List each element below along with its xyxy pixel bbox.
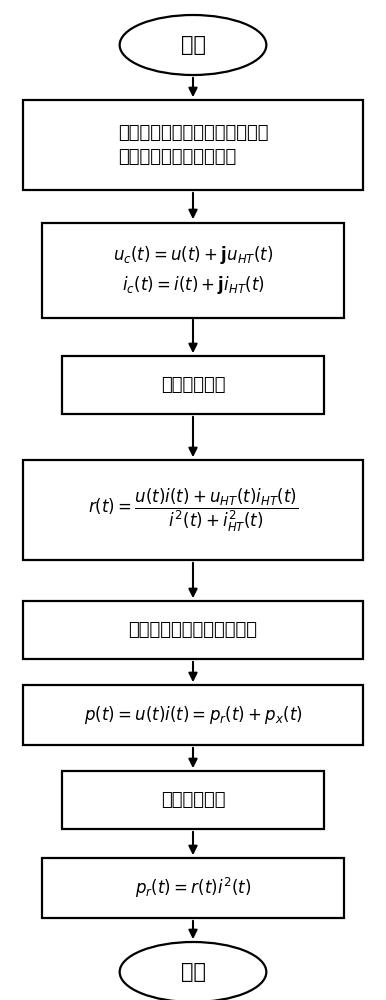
FancyBboxPatch shape: [62, 771, 324, 829]
FancyBboxPatch shape: [23, 460, 363, 560]
Text: $r(t)=\dfrac{u(t)i(t)+u_{HT}(t)i_{HT}(t)}{i^2(t)+i_{HT}^2(t)}$: $r(t)=\dfrac{u(t)i(t)+u_{HT}(t)i_{HT}(t)…: [88, 486, 298, 534]
Text: 开始: 开始: [181, 35, 205, 55]
FancyBboxPatch shape: [42, 858, 344, 918]
Text: $u_c(t)=u(t)+\mathbf{j}u_{HT}(t)$
$i_c(t)=i(t)+\mathbf{j}i_{HT}(t)$: $u_c(t)=u(t)+\mathbf{j}u_{HT}(t)$ $i_c(t…: [113, 244, 273, 296]
Text: 计算瞬时电阻: 计算瞬时电阻: [161, 376, 225, 394]
Text: 测量电压、电流信号，定义与电
压、电流相关的解析信号: 测量电压、电流信号，定义与电 压、电流相关的解析信号: [118, 124, 268, 166]
Text: 结束: 结束: [181, 962, 205, 982]
FancyBboxPatch shape: [62, 356, 324, 414]
Text: $p_r(t)=r(t)i^2(t)$: $p_r(t)=r(t)i^2(t)$: [135, 876, 251, 900]
Text: 提取振荡功率: 提取振荡功率: [161, 791, 225, 809]
FancyBboxPatch shape: [23, 601, 363, 659]
FancyBboxPatch shape: [23, 685, 363, 745]
Ellipse shape: [120, 15, 266, 75]
Text: $p(t)=u(t)i(t)=p_r(t)+p_x(t)$: $p(t)=u(t)i(t)=p_r(t)+p_x(t)$: [84, 704, 302, 726]
FancyBboxPatch shape: [42, 223, 344, 318]
Ellipse shape: [120, 942, 266, 1000]
Text: 计算网络电感消耗瞬时功率: 计算网络电感消耗瞬时功率: [129, 621, 257, 639]
FancyBboxPatch shape: [23, 100, 363, 190]
